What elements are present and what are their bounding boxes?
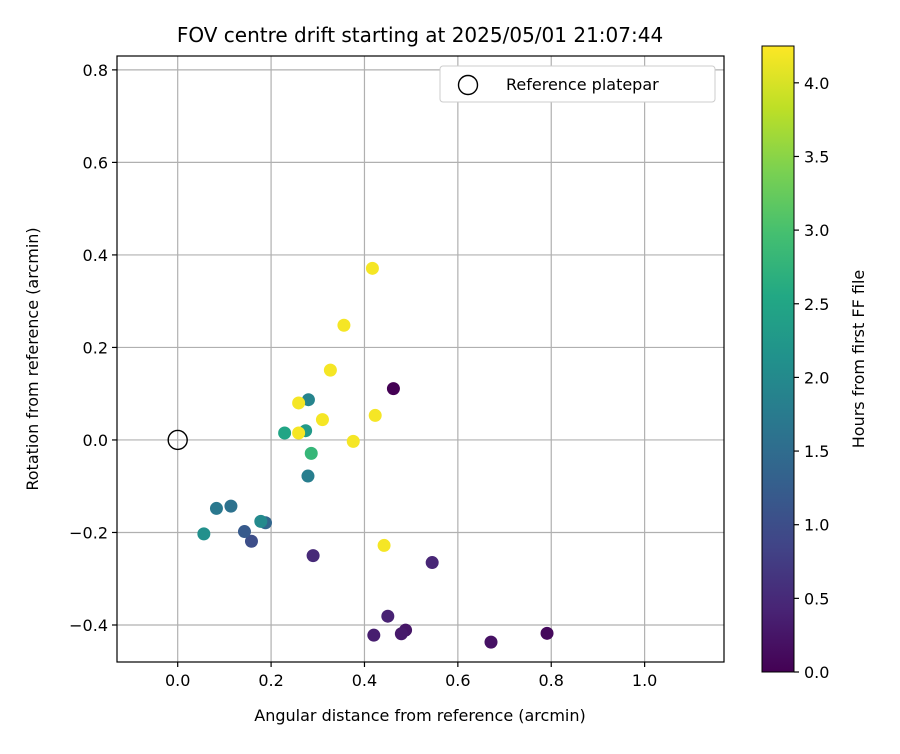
grid: [117, 56, 724, 662]
legend-label: Reference platepar: [506, 75, 659, 94]
x-tick-label: 0.6: [445, 671, 470, 690]
colorbar-ticks: 0.0 0.5 1.0 1.5 2.0 2.5 3.0 3.5 4.0: [794, 74, 829, 682]
colorbar-tick-label: 1.0: [804, 516, 829, 535]
data-point: [306, 549, 320, 563]
colorbar-tick-label: 2.0: [804, 368, 829, 387]
colorbar-tick-label: 3.0: [804, 221, 829, 240]
x-tick-label: 0.2: [258, 671, 283, 690]
plot-frame: [116, 55, 725, 663]
legend: Reference platepar: [439, 65, 716, 103]
data-point: [292, 426, 306, 440]
colorbar-tick-label: 1.5: [804, 442, 829, 461]
data-point: [315, 413, 329, 427]
data-point: [209, 501, 223, 515]
data-point: [237, 525, 251, 539]
x-tick-label: 0.8: [539, 671, 564, 690]
colorbar-tick-label: 0.5: [804, 589, 829, 608]
data-point: [346, 434, 360, 448]
colorbar-tick-label: 0.0: [804, 663, 829, 682]
data-point: [278, 426, 292, 440]
chart-title: FOV centre drift starting at 2025/05/01 …: [177, 23, 663, 47]
reference-platepar-marker: [167, 429, 188, 451]
x-tick-label: 0.0: [165, 671, 190, 690]
data-point: [323, 363, 337, 377]
data-point: [304, 446, 318, 460]
colorbar: 0.0 0.5 1.0 1.5 2.0 2.5 3.0 3.5 4.0 Hours from f…: [761, 45, 868, 682]
x-axis-label: Angular distance from reference (arcmin): [254, 706, 585, 725]
data-point: [368, 408, 382, 422]
y-tick-label: 0.6: [83, 153, 108, 172]
y-axis-label: Rotation from reference (arcmin): [23, 227, 42, 490]
data-point: [337, 318, 351, 332]
legend-box: [439, 65, 716, 103]
data-point: [377, 538, 391, 552]
data-point: [540, 626, 554, 640]
data-points: [197, 261, 554, 649]
data-point: [484, 635, 498, 649]
data-point: [254, 514, 268, 528]
reference-marker-layer: [167, 429, 188, 451]
y-tick-label: −0.2: [69, 523, 108, 542]
x-ticks: 0.0 0.2 0.4 0.6 0.8 1.0: [165, 662, 657, 690]
colorbar-label: Hours from first FF file: [849, 270, 868, 449]
y-tick-label: 0.8: [83, 61, 108, 80]
data-point: [394, 627, 408, 641]
x-tick-label: 1.0: [632, 671, 657, 690]
data-point: [224, 499, 238, 513]
data-point: [301, 393, 315, 407]
data-point: [365, 261, 379, 275]
data-point: [381, 609, 395, 623]
y-tick-label: 0.0: [83, 431, 108, 450]
colorbar-tick-label: 2.5: [804, 295, 829, 314]
data-point: [197, 527, 211, 541]
data-point: [367, 628, 381, 642]
data-point: [244, 534, 258, 548]
colorbar-tick-label: 3.5: [804, 147, 829, 166]
data-point: [386, 382, 400, 396]
data-point: [425, 556, 439, 570]
x-tick-label: 0.4: [352, 671, 377, 690]
data-point: [292, 396, 306, 410]
colorbar-gradient: [761, 45, 795, 673]
y-ticks: −0.4 −0.2 0.0 0.2 0.4 0.6 0.8: [69, 61, 117, 635]
y-tick-label: 0.4: [83, 246, 108, 265]
legend-marker: [457, 74, 479, 96]
colorbar-tick-label: 4.0: [804, 74, 829, 93]
data-point: [301, 469, 315, 483]
y-tick-label: −0.4: [69, 616, 108, 635]
y-tick-label: 0.2: [83, 338, 108, 357]
